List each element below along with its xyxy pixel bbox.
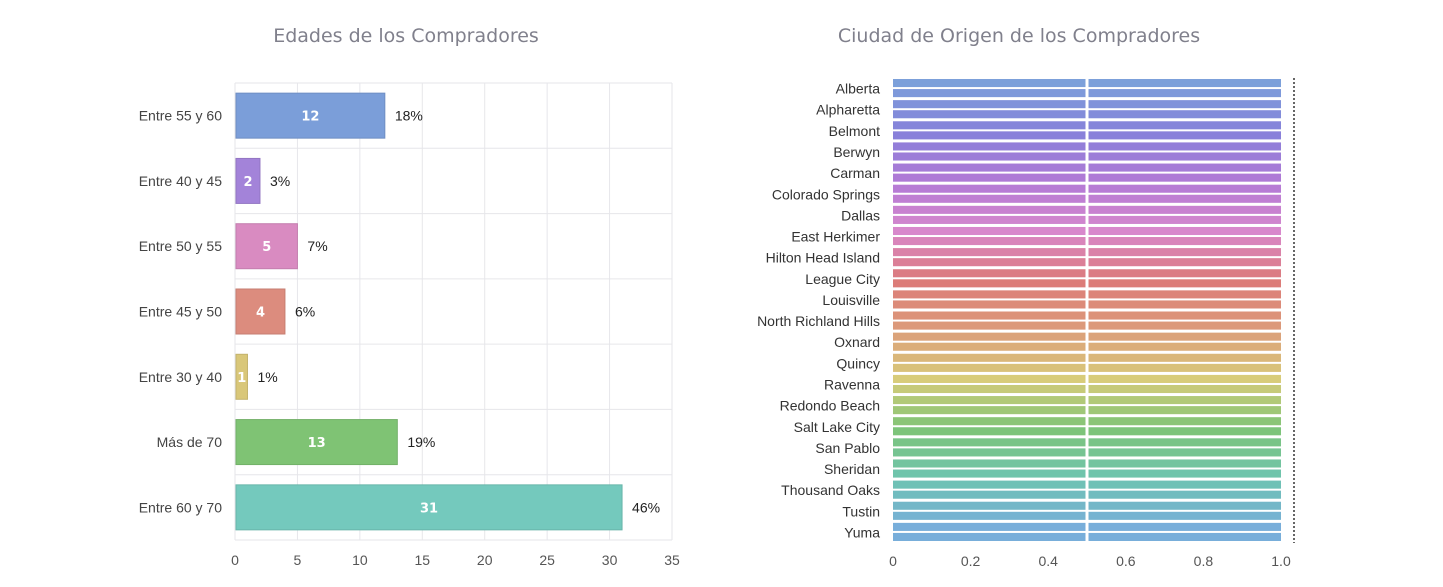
age-x-tick-label: 0	[231, 552, 239, 568]
city-category-label: East Herkimer	[791, 229, 880, 245]
city-x-tick-label: 0.2	[961, 553, 981, 569]
city-x-tick-label: 1.0	[1271, 553, 1291, 569]
city-x-tick-label: 0	[889, 553, 897, 569]
city-category-label: Sheridan	[824, 461, 880, 477]
age-percent-label: 3%	[270, 173, 290, 189]
city-x-tick-label: 0.4	[1038, 553, 1058, 569]
city-category-label: Salt Lake City	[794, 419, 880, 435]
city-category-label: Tustin	[842, 503, 880, 519]
city-category-label: Oxnard	[834, 334, 880, 350]
city-category-label: Ravenna	[824, 376, 880, 392]
city-category-label: Thousand Oaks	[781, 482, 880, 498]
age-bar[interactable]	[235, 484, 623, 531]
city-category-label: Louisville	[822, 292, 880, 308]
city-x-tick-label: 0.6	[1116, 553, 1136, 569]
city-category-label: Carman	[830, 165, 880, 181]
age-percent-label: 6%	[295, 304, 315, 320]
age-value-label: 4	[256, 306, 265, 321]
city-category-label: Belmont	[829, 123, 880, 139]
age-x-tick-label: 25	[539, 552, 555, 568]
city-category-label: Alpharetta	[816, 102, 880, 118]
age-value-label: 13	[308, 436, 326, 451]
city-category-label: Quincy	[836, 355, 880, 371]
city-category-label: Hilton Head Island	[766, 250, 880, 266]
age-bar[interactable]	[235, 288, 286, 335]
age-x-tick-label: 5	[294, 552, 302, 568]
city-category-label: Colorado Springs	[772, 186, 880, 202]
age-chart-title: Edades de los Compradores	[273, 25, 539, 47]
city-category-label: San Pablo	[815, 440, 880, 456]
age-percent-label: 18%	[395, 108, 423, 124]
age-value-label: 1	[237, 371, 246, 386]
age-bar[interactable]	[235, 223, 298, 270]
age-bar[interactable]	[235, 353, 248, 400]
city-category-label: League City	[805, 271, 880, 287]
age-x-tick-label: 10	[352, 552, 368, 568]
city-chart-title: Ciudad de Origen de los Compradores	[838, 25, 1200, 47]
city-chart: Alberta Alpharetta Belmont Berwyn Carman Colo…	[757, 78, 1295, 569]
age-percent-label: 19%	[407, 434, 435, 450]
age-category-label: Más de 70	[157, 434, 223, 450]
age-value-label: 5	[262, 240, 271, 255]
city-x-tick-label: 0.8	[1194, 553, 1214, 569]
city-category-label: Berwyn	[833, 144, 880, 160]
age-value-label: 2	[243, 175, 252, 190]
city-category-label: Alberta	[836, 81, 881, 97]
city-category-label: Yuma	[844, 524, 880, 540]
age-category-label: Entre 45 y 50	[139, 304, 222, 320]
age-value-label: 31	[420, 501, 438, 516]
age-percent-label: 7%	[307, 238, 327, 254]
age-percent-label: 46%	[632, 499, 660, 515]
age-category-label: Entre 55 y 60	[139, 108, 222, 124]
age-value-label: 12	[301, 110, 319, 125]
age-category-label: Entre 60 y 70	[139, 499, 222, 515]
age-x-tick-label: 35	[664, 552, 680, 568]
age-x-tick-label: 15	[414, 552, 430, 568]
age-percent-label: 1%	[257, 369, 277, 385]
age-bar[interactable]	[235, 92, 386, 139]
age-x-tick-label: 20	[477, 552, 493, 568]
city-category-label: Dallas	[841, 207, 880, 223]
age-bar[interactable]	[235, 419, 398, 466]
age-x-tick-label: 30	[602, 552, 618, 568]
city-category-label: Redondo Beach	[780, 398, 880, 414]
age-category-label: Entre 40 y 45	[139, 173, 222, 189]
age-bar[interactable]	[235, 157, 261, 204]
city-category-label: North Richland Hills	[757, 313, 880, 329]
age-category-label: Entre 30 y 40	[139, 369, 222, 385]
age-category-label: Entre 50 y 55	[139, 238, 222, 254]
